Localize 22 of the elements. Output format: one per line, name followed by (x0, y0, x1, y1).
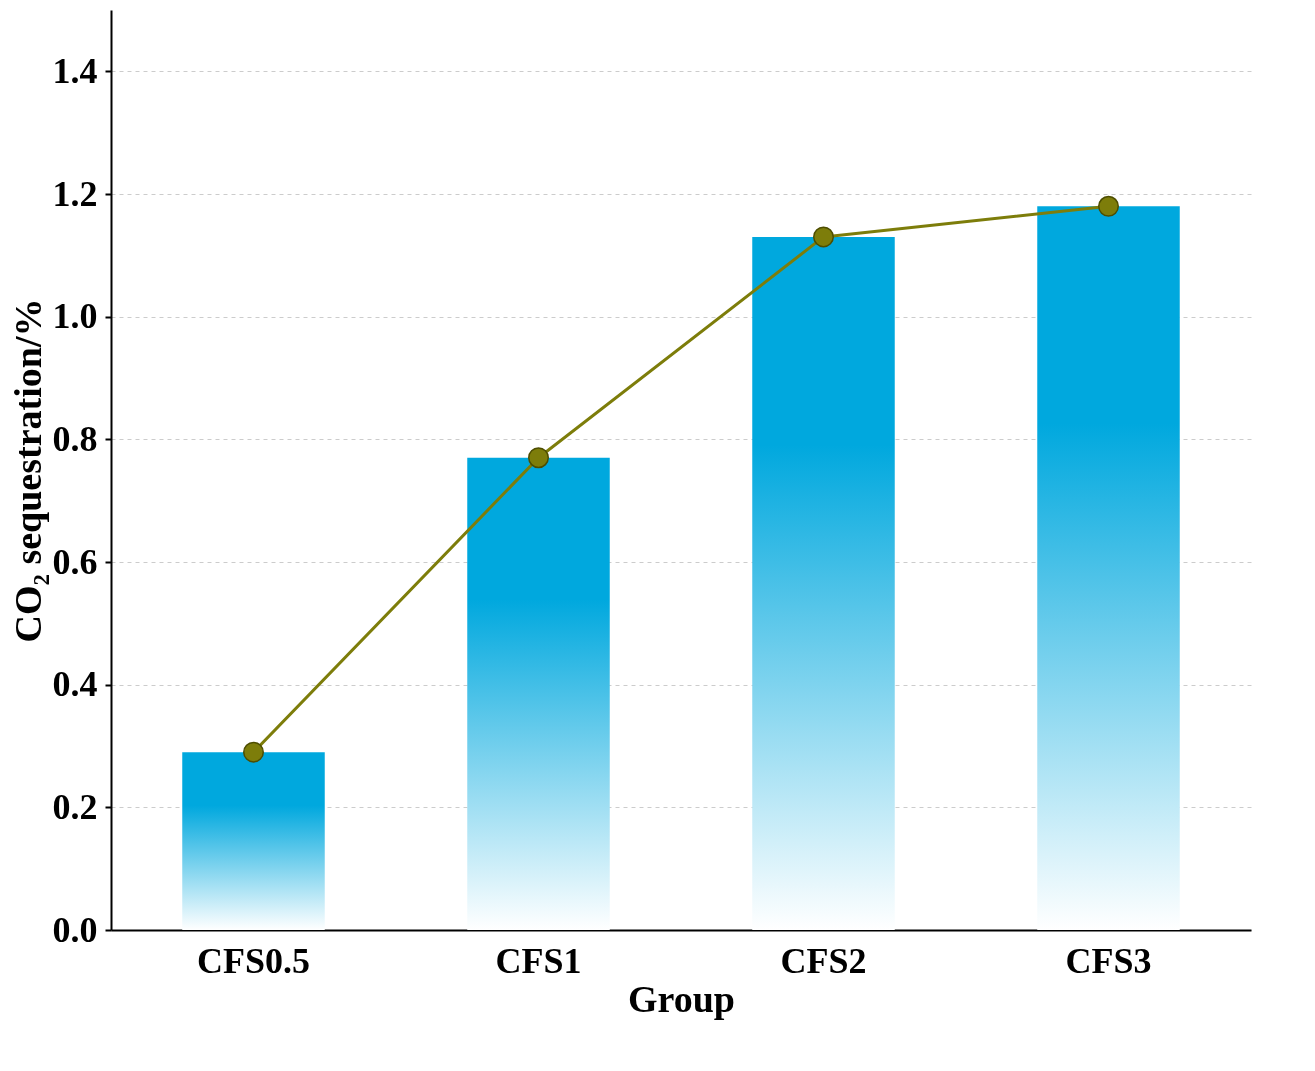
y-axis-title: CO₂ sequestration/% (6, 298, 49, 643)
y-tick-label: 0.6 (52, 541, 98, 582)
bar (182, 752, 325, 930)
x-tick-label: CFS1 (495, 940, 582, 981)
bar (752, 236, 895, 930)
y-tick-label: 1.0 (52, 296, 98, 337)
point (528, 447, 549, 469)
y-tick-label: 1.2 (52, 173, 98, 214)
x-axis-title: Group (627, 977, 736, 1020)
x-tick-label: CFS3 (1065, 940, 1152, 981)
bar (1037, 206, 1180, 930)
y-tick-label: 0.4 (52, 664, 98, 705)
y-tick-label: 0.2 (52, 786, 98, 827)
point (1098, 195, 1119, 217)
y-tick-label: 0.0 (52, 909, 98, 950)
point (243, 741, 264, 763)
x-tick-label: CFS0.5 (196, 940, 311, 981)
bar (467, 457, 610, 930)
y-tick-label: 0.8 (52, 418, 98, 459)
point (813, 226, 834, 248)
x-tick-label: CFS2 (780, 940, 867, 981)
y-tick-label: 1.4 (52, 50, 98, 91)
